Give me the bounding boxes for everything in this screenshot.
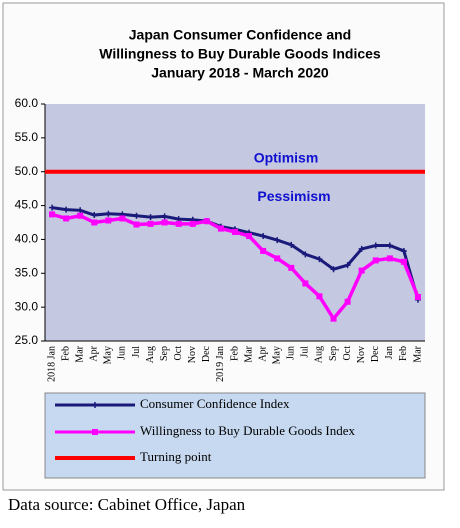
x-tick-label: Oct [342,346,353,361]
point [147,220,154,227]
x-tick-label: 2019 Jan [215,346,226,382]
chart-title: Japan Consumer Confidence and [129,27,351,43]
point [147,214,154,221]
point [189,220,196,227]
point [274,255,281,262]
annotation: Optimism [254,150,319,166]
point [119,215,126,222]
x-tick-label: Apr [257,345,268,361]
point [400,247,407,254]
point [203,218,210,225]
point [372,242,379,249]
point [232,228,238,235]
x-tick-label: Mar [412,345,423,362]
point [260,233,267,240]
point [344,298,351,305]
point [330,266,337,273]
source-note: Data source: Cabinet Office, Japan [8,495,246,514]
legend-box [44,392,426,479]
point [316,256,323,263]
point [358,267,365,274]
point [133,212,140,219]
point [274,237,281,244]
x-tick-label: Nov [187,346,198,363]
point [302,280,309,287]
x-tick-label: Apr [89,345,100,361]
point [246,233,253,240]
legend-label: Consumer Confidence Index [140,396,290,411]
x-tick-label: Mar [74,345,85,362]
x-tick-label: May [103,346,114,364]
y-tick-label: 35.0 [15,265,39,279]
legend-marker [92,402,98,408]
x-tick-label: May [272,346,283,364]
legend-label: Turning point [140,449,212,464]
chart-title: Willingness to Buy Durable Goods Indices [99,46,381,62]
point [91,219,98,226]
x-tick-label: Jul [300,346,311,358]
x-tick-label: 2018 Jan [46,346,57,382]
point [316,293,323,300]
point [288,264,295,271]
point [49,204,56,211]
y-tick-label: 25.0 [15,333,39,347]
point [49,211,56,218]
y-tick-label: 30.0 [15,299,39,313]
point [133,221,140,228]
x-tick-label: Nov [356,346,367,363]
point [161,219,168,226]
point [91,212,98,219]
point [260,247,267,254]
x-tick-label: Sep [328,346,339,361]
point [344,262,351,269]
x-tick-label: Aug [314,346,325,363]
y-tick-label: 50.0 [15,164,39,178]
point [302,251,309,258]
point [386,242,393,249]
x-tick-label: Feb [229,346,240,361]
point [358,245,365,252]
point [63,215,70,222]
point [217,225,224,232]
point [161,213,168,220]
point [414,293,421,300]
point [386,255,393,262]
y-tick-label: 45.0 [15,198,39,212]
point [372,257,379,264]
x-tick-label: Dec [370,345,381,362]
y-tick-label: 60.0 [15,96,39,110]
point [288,241,295,248]
point [77,207,84,214]
legend-label: Willingness to Buy Durable Goods Index [140,423,356,438]
x-tick-label: Jun [117,346,128,360]
legend-marker [92,429,98,435]
point [63,206,70,213]
y-tick-label: 55.0 [15,130,39,144]
point [77,212,84,219]
point [400,258,407,265]
point [105,217,112,224]
x-tick-label: Oct [173,346,184,361]
x-tick-label: Jul [131,346,142,358]
x-tick-label: Mar [243,345,254,362]
x-tick-label: Jan [384,346,395,359]
point [105,210,112,217]
x-tick-label: Jun [286,346,297,360]
x-tick-label: Feb [398,346,409,361]
point [175,220,182,227]
x-tick-label: Feb [60,346,71,361]
x-tick-label: Aug [145,346,156,363]
x-tick-label: Sep [159,346,170,361]
y-tick-label: 40.0 [15,232,39,246]
annotation: Pessimism [257,188,330,204]
chart-subtitle: January 2018 - March 2020 [151,65,329,81]
x-tick-label: Dec [201,345,212,362]
point [330,315,337,322]
